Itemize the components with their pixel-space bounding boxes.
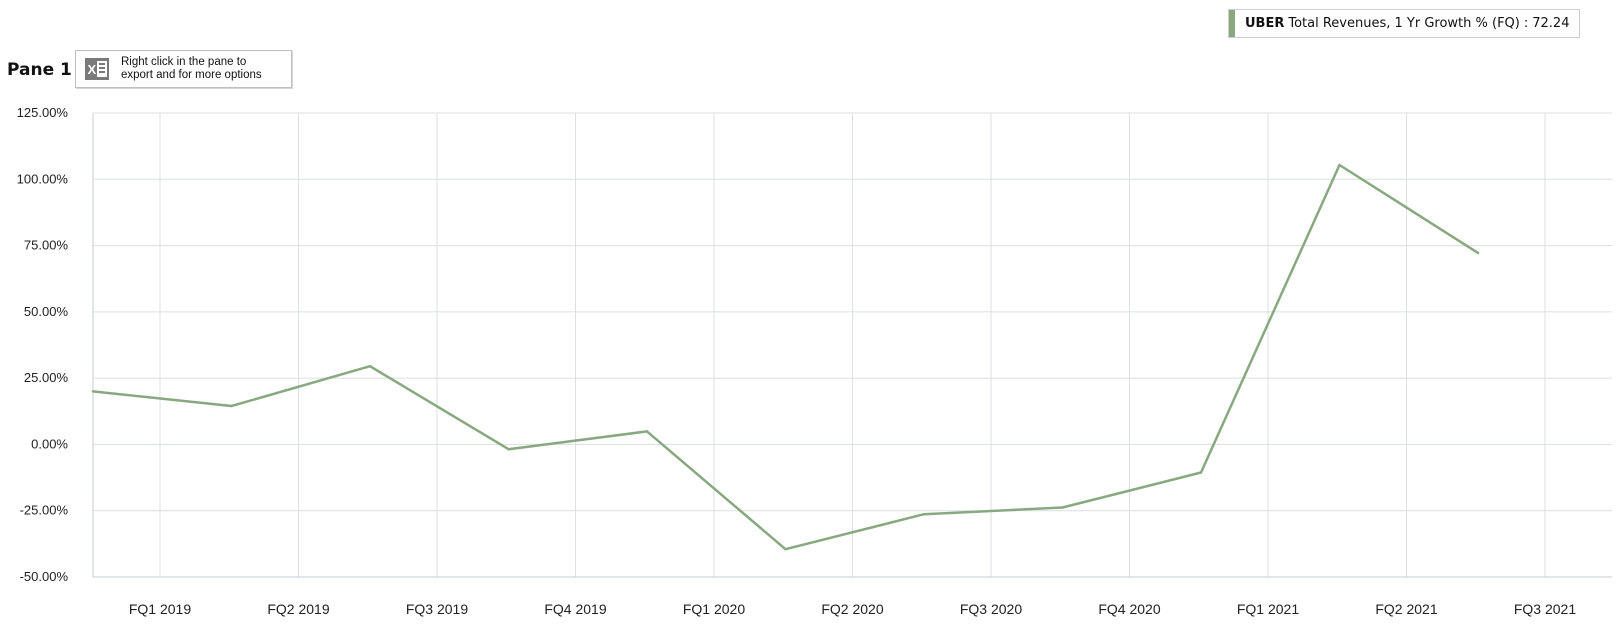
data-point[interactable] (784, 548, 787, 551)
legend-separator: : (1523, 16, 1529, 31)
y-tick-label: 0.00% (31, 436, 68, 451)
x-tick-label: FQ1 2020 (683, 601, 745, 617)
data-point[interactable] (1061, 506, 1064, 509)
pane-title: Pane 1 (7, 60, 72, 80)
x-tick-label: FQ2 2020 (821, 601, 883, 617)
y-tick-label: 125.00% (17, 105, 69, 120)
x-tick-label: FQ2 2019 (267, 601, 329, 617)
series-layer (91, 163, 1480, 551)
y-axis-ticks: -50.00% -25.00% 0.00% 25.00% 50.00% 75.00% 100… (17, 105, 69, 584)
grid-lines (93, 112, 1612, 578)
data-point[interactable] (1338, 163, 1341, 167)
x-tick-label: FQ3 2021 (1514, 601, 1576, 617)
y-tick-label: 75.00% (24, 238, 69, 253)
x-tick-label: FQ3 2019 (406, 601, 468, 617)
y-tick-label: 100.00% (17, 171, 69, 186)
y-tick-label: 50.00% (24, 304, 69, 319)
y-tick-label: -50.00% (20, 569, 69, 584)
excel-icon: X (85, 58, 109, 80)
legend-label: Total Revenues, 1 Yr Growth % (FQ) (1288, 16, 1520, 31)
data-point[interactable] (507, 448, 510, 451)
y-tick-label: 25.00% (24, 370, 69, 385)
series-line (91, 163, 1480, 551)
export-hint-line1: Right click in the pane to (121, 56, 247, 68)
legend-value: 72.24 (1532, 16, 1570, 31)
legend-color-swatch (1229, 10, 1235, 37)
y-tick-label: -25.00% (20, 503, 69, 518)
legend-ticker: UBER (1245, 16, 1285, 31)
legend-text: UBER Total Revenues, 1 Yr Growth % (FQ):7… (1245, 16, 1569, 31)
x-axis-ticks: FQ1 2019 FQ2 2019 FQ3 2019 FQ4 2019 FQ1 2020… (129, 601, 1576, 617)
export-hint-line2: export and for more options (121, 69, 262, 81)
export-hint-text: Right click in the pane to export and fo… (121, 56, 262, 82)
data-point[interactable] (368, 365, 372, 368)
chart-legend: UBER Total Revenues, 1 Yr Growth % (FQ):7… (1228, 9, 1580, 38)
export-hint-button[interactable]: X Right click in the pane to export and … (75, 50, 292, 88)
x-tick-label: FQ1 2019 (129, 601, 191, 617)
x-tick-label: FQ2 2021 (1375, 601, 1437, 617)
data-point[interactable] (645, 430, 649, 433)
data-point[interactable] (91, 390, 95, 393)
x-tick-label: FQ3 2020 (960, 601, 1022, 617)
data-point[interactable] (230, 404, 233, 408)
x-tick-label: FQ4 2020 (1098, 601, 1160, 617)
axes (92, 113, 1612, 578)
data-point[interactable] (1199, 471, 1203, 474)
x-tick-label: FQ1 2021 (1237, 601, 1299, 617)
svg-text:X: X (88, 62, 97, 77)
data-point[interactable] (1476, 251, 1480, 255)
data-point[interactable] (922, 513, 926, 516)
x-tick-label: FQ4 2019 (544, 601, 606, 617)
